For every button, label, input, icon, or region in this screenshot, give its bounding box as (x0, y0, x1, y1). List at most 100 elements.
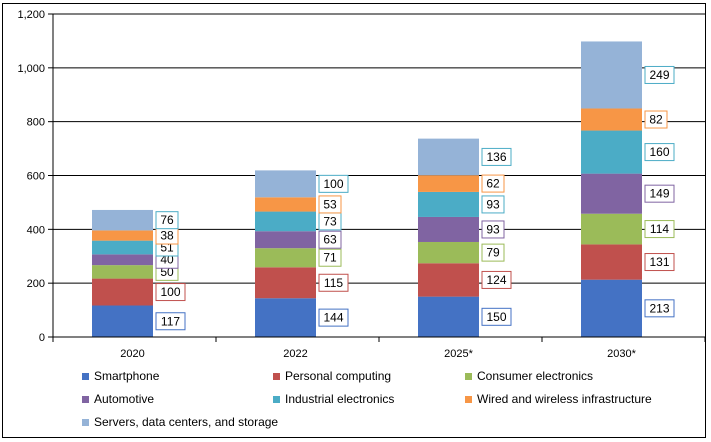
legend-swatch (273, 395, 280, 403)
legend-label: Wired and wireless infrastructure (477, 392, 652, 406)
legend-label: Personal computing (285, 369, 392, 383)
data-label: 115 (324, 276, 343, 290)
bar-segment (92, 240, 153, 255)
data-label: 93 (486, 197, 500, 211)
bar-segment (581, 244, 642, 280)
bar-segment (581, 213, 642, 245)
x-tick-label: 2030* (607, 348, 636, 360)
bar-segment (255, 248, 316, 268)
legend-item: Wired and wireless infrastructure (465, 392, 652, 406)
data-label: 249 (649, 68, 669, 82)
legend-swatch (82, 372, 89, 380)
data-label: 100 (323, 177, 343, 191)
data-labels: 1171005040513876144115716373531001501247… (155, 65, 675, 331)
bar-segment (255, 170, 316, 198)
bar-segment (418, 138, 479, 176)
y-tick-label: 1,200 (17, 9, 45, 21)
data-label-box (644, 110, 668, 129)
data-label: 149 (649, 187, 669, 201)
data-label: 131 (649, 255, 669, 269)
legend-item: Automotive (82, 392, 154, 406)
bar-segment (92, 209, 153, 231)
legend-item: Servers, data centers, and storage (82, 415, 278, 429)
bar-segment (581, 41, 642, 109)
bar-segment (418, 175, 479, 192)
bar-segment (255, 231, 316, 249)
data-label: 124 (486, 273, 506, 287)
bar-segment (255, 197, 316, 212)
data-label-box (318, 308, 349, 327)
data-label-box (318, 248, 342, 267)
data-label-box (644, 184, 675, 203)
data-label: 114 (650, 222, 669, 236)
data-label-box (318, 195, 342, 214)
y-tick-label: 400 (27, 224, 45, 236)
x-axis: 2020 2022 2025* 2030* (52, 336, 706, 360)
data-label-box (481, 195, 505, 214)
data-label: 136 (486, 150, 506, 164)
bars (92, 41, 642, 337)
y-tick-label: 200 (27, 278, 45, 290)
legend-label: Industrial electronics (285, 392, 395, 406)
data-label-box (644, 143, 675, 162)
y-tick-label: 0 (39, 332, 45, 344)
bar-segment (255, 211, 316, 232)
data-label: 117 (161, 314, 180, 328)
data-label-box (481, 243, 505, 262)
data-label-box (644, 220, 675, 239)
legend-item: Smartphone (82, 369, 159, 383)
legend-label: Automotive (94, 392, 155, 406)
bar-segment (581, 173, 642, 214)
bar-segment (418, 216, 479, 242)
bar-segment (581, 130, 642, 174)
data-label-box (481, 147, 512, 166)
legend-item: Industrial electronics (273, 392, 394, 406)
data-label-box (318, 273, 349, 292)
bar-segment (255, 267, 316, 299)
bar-segment (418, 241, 479, 264)
legend-swatch (82, 395, 89, 403)
data-label: 82 (649, 113, 663, 127)
data-label-box (481, 270, 512, 289)
y-tick-label: 1,000 (17, 63, 45, 75)
data-label: 38 (160, 229, 174, 243)
data-label: 76 (160, 213, 174, 227)
bar-segment (92, 265, 153, 279)
bar-segment (418, 263, 479, 297)
bar-segment (92, 305, 153, 337)
y-tick-label: 800 (27, 117, 45, 129)
data-label-box (481, 220, 505, 239)
data-label: 213 (649, 301, 669, 315)
legend-label: Consumer electronics (477, 369, 594, 383)
bar-segment (418, 191, 479, 217)
data-label: 160 (649, 145, 669, 159)
data-label-box (155, 283, 186, 302)
legend-swatch (82, 418, 89, 426)
legend-item: Personal computing (273, 369, 391, 383)
data-label: 144 (323, 311, 343, 325)
data-label-box (318, 174, 349, 193)
bar-segment (92, 278, 153, 306)
data-label: 71 (323, 251, 337, 265)
legend-label: Smartphone (94, 369, 160, 383)
bar-segment (92, 254, 153, 266)
bar-segment (92, 230, 153, 241)
bar-segment (255, 298, 316, 337)
bar-segment (581, 108, 642, 131)
legend-swatch (465, 395, 472, 403)
data-label-box (644, 65, 675, 84)
y-axis: 0 200 400 600 800 1,000 1,200 (17, 9, 54, 344)
x-tick-label: 2020 (120, 348, 144, 360)
data-label: 93 (486, 222, 500, 236)
bar-segment (418, 296, 479, 337)
data-label-box (644, 253, 675, 272)
data-label: 73 (323, 214, 337, 228)
data-label-box (155, 211, 179, 230)
legend-label: Servers, data centers, and storage (94, 415, 279, 429)
y-tick-label: 600 (27, 171, 45, 183)
data-label: 100 (160, 285, 180, 299)
data-label-box (155, 312, 186, 331)
data-label: 53 (323, 197, 337, 211)
data-label: 62 (486, 177, 500, 191)
